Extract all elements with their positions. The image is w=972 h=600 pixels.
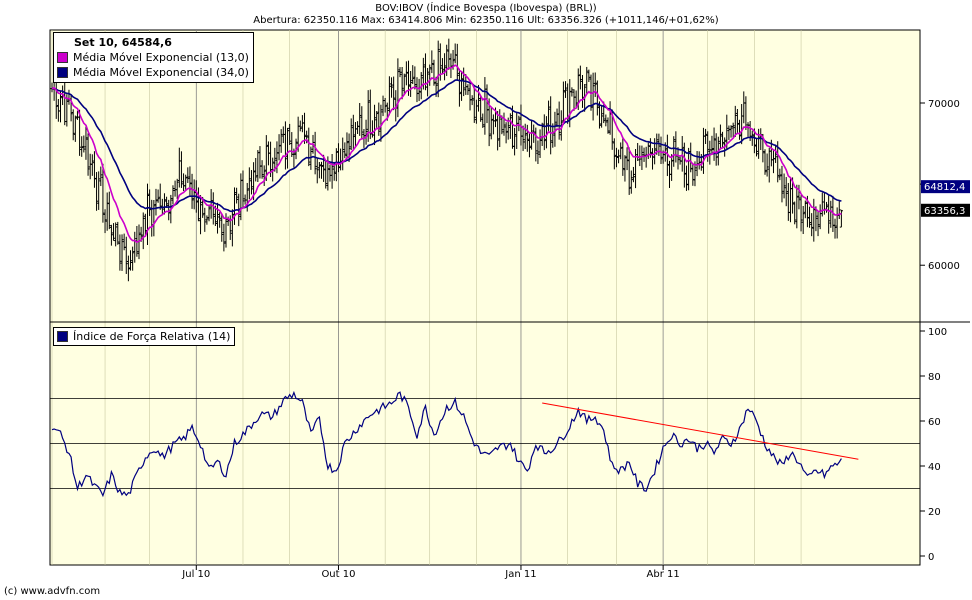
rsi-y-tick-label: 100 (928, 327, 947, 338)
legend-label-ema13: Média Móvel Exponencial (13,0) (73, 51, 249, 64)
legend-item-ema34: Média Móvel Exponencial (34,0) (57, 65, 249, 80)
source-credit: (c) www.advfn.com (4, 586, 101, 597)
ema13-swatch (57, 52, 68, 63)
x-tick-label: Abr 11 (647, 569, 680, 580)
price-tag-label: 63356,3 (924, 206, 965, 217)
x-tick-label: Out 10 (321, 569, 355, 580)
legend-item-ema13: Média Móvel Exponencial (13,0) (57, 50, 249, 65)
chart-title: BOV:IBOV (Índice Bovespa (Ibovespa) (BRL… (375, 3, 597, 14)
legend-item-rsi: Índice de Força Relativa (14) (57, 329, 230, 344)
price-legend: Set 10, 64584,6 Média Móvel Exponencial … (53, 32, 254, 83)
rsi-y-tick-label: 60 (928, 417, 941, 428)
y-tick-label: 60000 (928, 261, 960, 272)
x-tick-label: Jul 10 (181, 569, 210, 580)
rsi-line (51, 390, 842, 498)
chart-subtitle: Abertura: 62350.116 Max: 63414.806 Min: … (253, 15, 719, 26)
legend-heading: Set 10, 64584,6 (74, 36, 172, 49)
ema13-line (51, 64, 842, 244)
rsi-swatch (57, 331, 68, 342)
rsi-y-tick-label: 40 (928, 462, 941, 473)
rsi-y-tick-label: 0 (928, 552, 934, 563)
rsi-trendline (542, 402, 859, 460)
y-tick-label: 70000 (928, 99, 960, 110)
ema34-swatch (57, 67, 68, 78)
price-tag (921, 203, 970, 217)
price-tag (921, 180, 970, 194)
price-tag-label: 64812,4 (924, 182, 965, 193)
x-tick-label: Jan 11 (504, 569, 536, 580)
rsi-y-tick-label: 80 (928, 372, 941, 383)
legend-label-ema34: Média Móvel Exponencial (34,0) (73, 66, 249, 79)
legend-label-rsi: Índice de Força Relativa (14) (73, 330, 231, 343)
ohlc-bars (50, 38, 843, 282)
rsi-legend: Índice de Força Relativa (14) (53, 327, 236, 346)
rsi-y-tick-label: 20 (928, 507, 941, 518)
